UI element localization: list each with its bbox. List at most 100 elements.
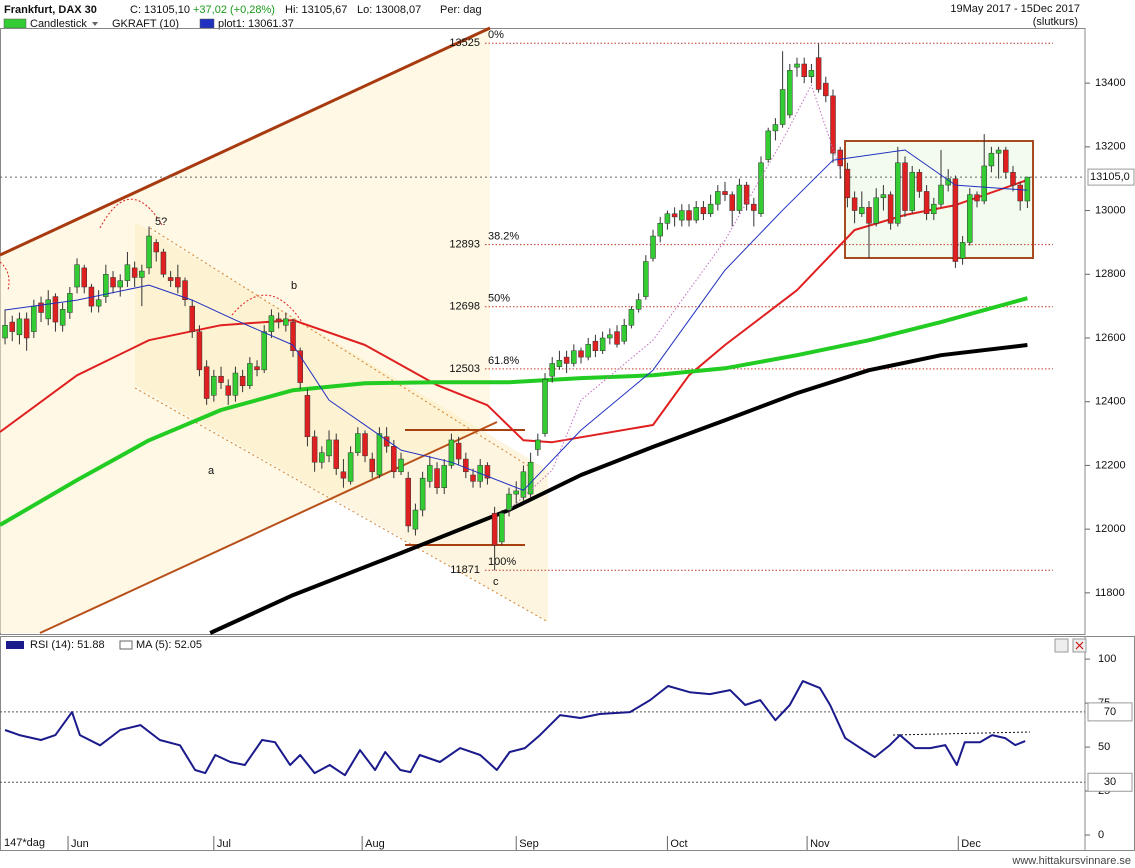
- fib-price: 12503: [449, 363, 480, 375]
- candle-body: [758, 162, 764, 214]
- candle-body: [153, 242, 159, 253]
- fib-label: 38.2%: [488, 231, 519, 243]
- candle-body: [556, 360, 563, 367]
- candle-body: [376, 433, 383, 476]
- candle-body: [592, 340, 599, 351]
- candle-body: [916, 172, 923, 192]
- legend-label[interactable]: plot1: 13061.37: [218, 18, 294, 30]
- candle-body: [67, 293, 73, 313]
- fib-price: 11871: [450, 564, 480, 576]
- candle-body: [1024, 176, 1031, 202]
- tool-button[interactable]: [1054, 638, 1069, 653]
- legend-swatch: [6, 641, 24, 649]
- x-tick-label: Dec: [961, 838, 981, 850]
- candle-body: [815, 57, 822, 90]
- annotation: c: [493, 576, 499, 588]
- y-tick-label: 12200: [1095, 459, 1126, 471]
- candle-body: [527, 461, 534, 495]
- title: Frankfurt, DAX 30: [4, 4, 97, 16]
- candle-body: [887, 194, 894, 224]
- rsi-trend-line: [892, 731, 1031, 736]
- annotation: 5?: [155, 216, 167, 228]
- trend-line: [134, 387, 549, 623]
- y-tick-label: 12000: [1095, 523, 1126, 535]
- candle-body: [851, 197, 858, 211]
- candle-body: [290, 321, 296, 351]
- candle-body: [909, 172, 915, 211]
- candle-body: [563, 356, 570, 364]
- candle-body: [664, 213, 671, 224]
- candle-body: [326, 439, 332, 457]
- candle-body: [981, 165, 987, 202]
- legend-swatch: [119, 640, 133, 650]
- candle-body: [837, 149, 843, 167]
- high: Hi: 13105,67: [285, 4, 347, 16]
- last-price-label: 13105,0: [1090, 171, 1130, 183]
- candle-body: [859, 207, 865, 214]
- candle-body: [772, 124, 779, 132]
- y-tick-label: 13000: [1095, 204, 1126, 216]
- low: Lo: 13008,07: [357, 4, 421, 16]
- annotation: a: [208, 465, 215, 477]
- legend-swatch: [3, 18, 27, 29]
- x-tick-label: Nov: [810, 838, 830, 850]
- candle-body: [419, 477, 426, 511]
- candle-body: [254, 366, 260, 371]
- legend-label[interactable]: Candlestick: [30, 18, 87, 30]
- candle-body: [347, 452, 354, 482]
- legend-label[interactable]: GKRAFT (10): [112, 18, 179, 30]
- line-series: [209, 343, 1028, 635]
- candle-body: [679, 210, 685, 221]
- y-tick-label: 12600: [1095, 332, 1126, 344]
- candle-body: [650, 235, 656, 259]
- candle-body: [599, 337, 606, 351]
- candle-body: [974, 194, 980, 202]
- candle-body: [369, 458, 375, 473]
- y-tick-label: 11800: [1095, 587, 1125, 599]
- candle-body: [441, 465, 447, 488]
- candle-body: [844, 168, 851, 199]
- dropdown-arrow[interactable]: [92, 22, 98, 26]
- fib-label: 61.8%: [488, 355, 519, 367]
- candle-body: [340, 471, 347, 479]
- close: C: 13105,10: [130, 4, 190, 16]
- x-tick-label: Jun: [71, 838, 89, 850]
- candle-body: [808, 70, 815, 77]
- candle-body: [578, 350, 584, 358]
- candle-body: [52, 296, 59, 323]
- candle-body: [823, 82, 829, 97]
- level-label: 30: [1104, 776, 1116, 788]
- candle-body: [923, 191, 930, 214]
- trend-line: [0, 26, 491, 257]
- candle-body: [124, 264, 131, 281]
- period-label: 147*dag: [4, 837, 45, 849]
- candle-body: [866, 207, 872, 224]
- level-box: [1087, 772, 1133, 792]
- candle-body: [931, 203, 937, 214]
- candle-body: [398, 458, 404, 473]
- candle-body: [81, 267, 87, 288]
- candle-body: [967, 194, 973, 243]
- candle-body: [45, 299, 51, 320]
- candle-body: [362, 433, 368, 457]
- candle-body: [729, 194, 735, 211]
- candle-body: [571, 350, 577, 364]
- y-tick-label: 0: [1098, 829, 1104, 841]
- candle-body: [470, 474, 476, 482]
- candle-body: [1003, 149, 1009, 173]
- trend-line: [149, 227, 536, 471]
- candle-body: [16, 318, 23, 336]
- candle-body: [585, 344, 591, 358]
- candle-body: [722, 191, 728, 195]
- candle-body: [700, 207, 707, 214]
- candle-body: [614, 331, 620, 345]
- candle-body: [830, 95, 836, 154]
- candle-body: [686, 210, 692, 221]
- y-tick-label: 12800: [1095, 268, 1126, 280]
- candle-body: [225, 385, 231, 396]
- candle-body: [2, 324, 8, 339]
- candle-body: [1017, 184, 1023, 202]
- legend-swatch: [199, 18, 215, 29]
- x-tick-label: Sep: [519, 838, 539, 850]
- candle-body: [196, 331, 203, 371]
